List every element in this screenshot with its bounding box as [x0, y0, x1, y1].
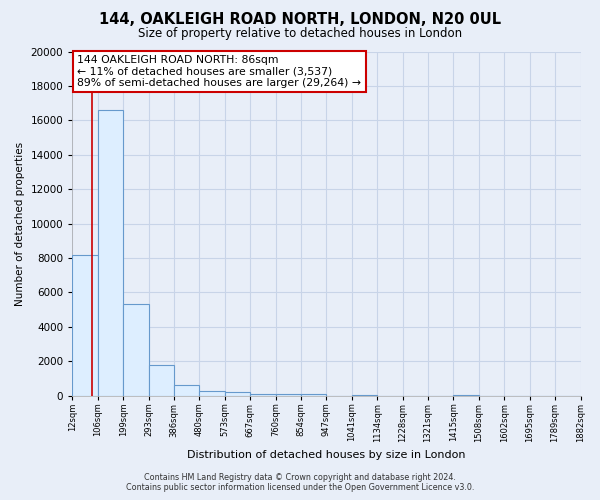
- Bar: [250, 394, 275, 396]
- Text: Size of property relative to detached houses in London: Size of property relative to detached ho…: [138, 28, 462, 40]
- Bar: [301, 394, 326, 396]
- X-axis label: Distribution of detached houses by size in London: Distribution of detached houses by size …: [187, 450, 466, 460]
- Bar: [275, 394, 301, 396]
- Bar: [73, 254, 98, 396]
- Text: 144 OAKLEIGH ROAD NORTH: 86sqm
← 11% of detached houses are smaller (3,537)
89% : 144 OAKLEIGH ROAD NORTH: 86sqm ← 11% of …: [77, 55, 361, 88]
- Bar: [225, 392, 250, 396]
- Bar: [98, 110, 123, 396]
- Text: 144, OAKLEIGH ROAD NORTH, LONDON, N20 0UL: 144, OAKLEIGH ROAD NORTH, LONDON, N20 0U…: [99, 12, 501, 28]
- Text: Contains HM Land Registry data © Crown copyright and database right 2024.
Contai: Contains HM Land Registry data © Crown c…: [126, 473, 474, 492]
- Bar: [149, 364, 174, 396]
- Bar: [123, 304, 149, 396]
- Bar: [454, 394, 479, 396]
- Bar: [174, 386, 199, 396]
- Bar: [352, 394, 377, 396]
- Bar: [199, 392, 225, 396]
- Y-axis label: Number of detached properties: Number of detached properties: [15, 142, 25, 306]
